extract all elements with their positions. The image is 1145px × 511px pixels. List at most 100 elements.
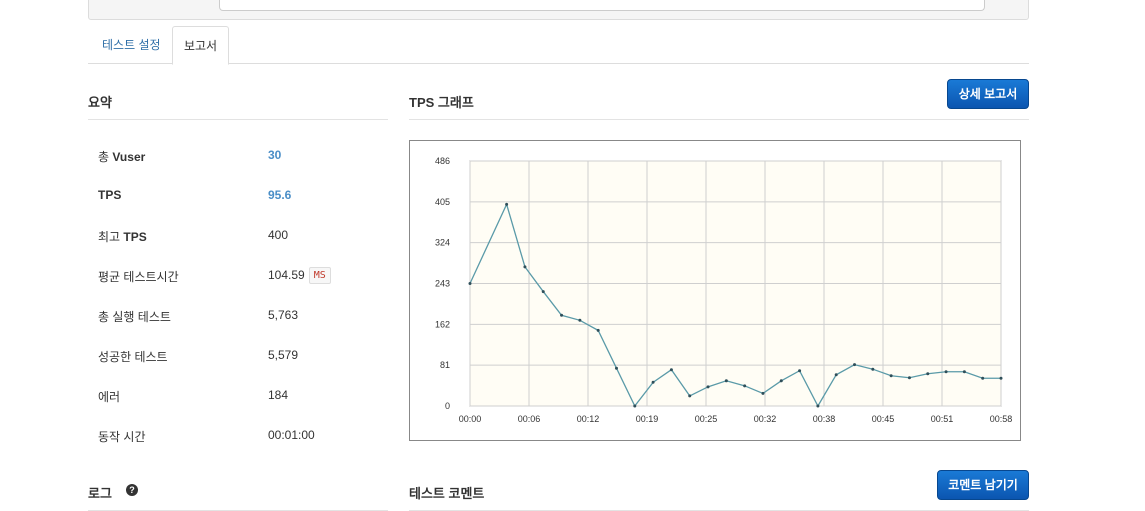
question-circle-icon[interactable]: ? (126, 484, 138, 496)
summary-row-value-wrap: 5,579 (268, 348, 298, 362)
summary-row-label-bold: TPS (123, 230, 147, 244)
tps-data-point (596, 328, 600, 332)
summary-row-label: TPS (98, 188, 121, 202)
summary-row-label: 평균 테스트시간 (98, 268, 179, 285)
summary-row-value: 104.59 (268, 268, 305, 282)
tps-data-point (889, 374, 893, 378)
tps-data-point (871, 367, 875, 371)
summary-row-value[interactable]: 95.6 (268, 188, 292, 202)
summary-row-value-wrap: 104.59 MS (268, 267, 331, 285)
comment-title: 테스트 코멘트 (409, 486, 485, 501)
tps-data-point (907, 376, 911, 380)
x-tick-label: 00:06 (518, 414, 541, 424)
tab-report[interactable]: 보고서 (172, 26, 229, 65)
y-tick-label: 486 (435, 156, 450, 166)
leave-comment-button[interactable]: 코멘트 남기기 (937, 470, 1029, 500)
summary-row-value-wrap: 5,763 (268, 308, 298, 322)
tps-data-point (669, 368, 673, 372)
x-tick-label: 00:51 (931, 414, 954, 424)
summary-row-label-bold: TPS (98, 188, 122, 202)
tps-data-point (798, 369, 802, 373)
x-tick-label: 00:19 (636, 414, 659, 424)
summary-row: TPS 95.6 (98, 188, 388, 208)
unit-badge: MS (308, 267, 331, 284)
x-tick-label: 00:25 (695, 414, 718, 424)
tps-data-point (578, 318, 582, 322)
summary-row-value-wrap: 400 (268, 228, 288, 242)
summary-row-label-bold: Vuser (112, 150, 146, 164)
summary-title: 요약 (88, 95, 112, 110)
summary-row-label-text: 최고 (98, 230, 124, 244)
summary-row-value[interactable]: 30 (268, 148, 282, 162)
tps-data-point (688, 394, 692, 398)
summary-row-value-wrap: 00:01:00 (268, 428, 315, 442)
summary-divider (88, 119, 388, 120)
tps-data-point (743, 384, 747, 388)
tps-data-point (633, 404, 637, 408)
config-input[interactable] (219, 0, 985, 11)
summary-row-label-text: 평균 테스트시간 (98, 270, 179, 284)
summary-row-value-wrap: 30 (268, 148, 281, 162)
tps-data-point (816, 404, 820, 408)
y-tick-label: 0 (445, 401, 450, 411)
tps-data-point (560, 313, 564, 317)
summary-row-value-wrap: 184 (268, 388, 288, 402)
tps-data-point (523, 265, 527, 269)
summary-row: 최고 TPS 400 (98, 228, 388, 248)
tps-data-point (651, 380, 655, 384)
tps-data-point (505, 202, 509, 206)
tps-data-point (761, 391, 765, 395)
y-tick-label: 162 (435, 319, 450, 329)
summary-row-value: 5,579 (268, 348, 299, 362)
summary-row: 성공한 테스트 5,579 (98, 348, 388, 368)
tps-data-point (468, 282, 472, 285)
tps-data-point (999, 376, 1003, 380)
tps-data-point (944, 370, 948, 374)
tps-graph-title: TPS 그래프 (409, 95, 474, 110)
summary-row-label-text: 에러 (98, 390, 121, 404)
summary-row-label-text: 성공한 테스트 (98, 350, 168, 364)
summary-row-label: 성공한 테스트 (98, 348, 168, 365)
x-tick-label: 00:58 (990, 414, 1013, 424)
summary-row-label-text: 동작 시간 (98, 430, 146, 444)
x-tick-label: 00:32 (754, 414, 777, 424)
tab-test-settings[interactable]: 테스트 설정 (102, 38, 161, 52)
y-tick-label: 81 (440, 360, 450, 370)
tps-data-point (779, 379, 783, 383)
summary-row: 총 실행 테스트 5,763 (98, 308, 388, 328)
tps-data-point (614, 366, 618, 370)
summary-row-label: 총 Vuser (98, 148, 145, 165)
x-tick-label: 00:00 (459, 414, 482, 424)
config-panel (88, 0, 1029, 20)
tab-bar: 테스트 설정 보고서 (88, 26, 1029, 65)
y-tick-label: 324 (435, 238, 450, 248)
y-tick-label: 405 (435, 197, 450, 207)
log-title: 로그 (88, 486, 112, 501)
summary-row-label: 동작 시간 (98, 428, 146, 445)
tps-data-point (962, 370, 966, 374)
summary-row-label: 최고 TPS (98, 228, 147, 245)
x-tick-label: 00:12 (577, 414, 600, 424)
summary-row-value: 00:01:00 (268, 428, 315, 442)
tps-data-point (724, 379, 728, 383)
summary-row-value: 5,763 (268, 308, 299, 322)
detail-report-button[interactable]: 상세 보고서 (947, 79, 1029, 109)
tps-data-point (853, 363, 857, 367)
tps-data-point (834, 373, 838, 377)
tps-data-point (706, 385, 710, 389)
summary-row-label-text: 총 실행 테스트 (98, 310, 171, 324)
tps-data-point (926, 372, 930, 376)
summary-row-label: 총 실행 테스트 (98, 308, 171, 325)
x-tick-label: 00:38 (813, 414, 836, 424)
tps-chart-svg: 0 81 162 243 324 405 486 00:00 00:06 00:12 00:19 00… (435, 156, 1013, 424)
summary-row-value: 184 (268, 388, 289, 402)
summary-row: 동작 시간 00:01:00 (98, 428, 388, 448)
y-tick-label: 243 (435, 279, 450, 289)
summary-row-label-text: 총 (98, 150, 113, 164)
summary-row-value: 400 (268, 228, 289, 242)
summary-row-label: 에러 (98, 388, 120, 405)
x-tick-label: 00:45 (872, 414, 895, 424)
summary-row: 에러 184 (98, 388, 388, 408)
tps-chart: 0 81 162 243 324 405 486 00:00 00:06 00:12 00:19 00… (409, 140, 1021, 441)
tps-data-point (541, 290, 545, 294)
